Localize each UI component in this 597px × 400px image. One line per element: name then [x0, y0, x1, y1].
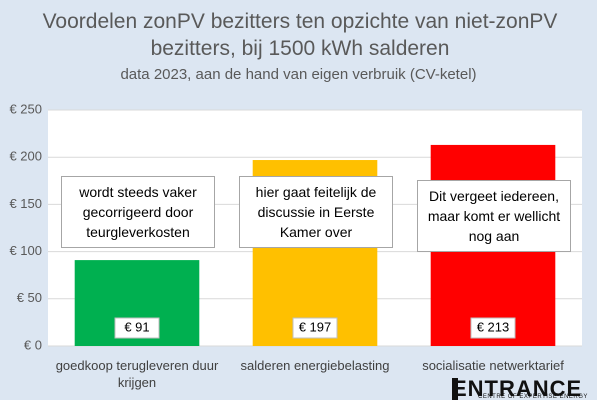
value-label-box: [292, 317, 338, 339]
y-tick-label: € 200: [9, 149, 42, 164]
value-label: € 197: [299, 319, 332, 334]
x-tick-label: goedkoop terugleveren duur krijgen: [55, 358, 219, 390]
value-label-box: [470, 317, 516, 339]
chart-title: Voordelen zonPV bezitters ten opzichte v…: [42, 10, 558, 60]
annotation: hier gaat feitelijk de discussie in Eers…: [239, 176, 393, 248]
value-label: € 91: [124, 319, 149, 334]
y-tick-label: € 150: [9, 196, 42, 211]
annotation: wordt steeds vaker gecorrigeerd door teu…: [61, 176, 215, 248]
value-label-box: [114, 317, 160, 339]
y-tick-label: € 0: [24, 337, 42, 352]
chart-subtitle: data 2023, aan de hand van eigen verbrui…: [120, 66, 477, 83]
logo: ENTRANCE: [452, 376, 583, 400]
y-tick-label: € 50: [17, 290, 42, 305]
x-tick-label: socialisatie netwerktarief: [422, 358, 564, 373]
logo-tagline: CENTRE OF EXPERTISE ENERGY: [478, 394, 588, 400]
y-tick-label: € 100: [9, 243, 42, 258]
x-tick-label: salderen energiebelasting: [240, 358, 390, 373]
annotation: Dit vergeet iedereen, maar komt er welli…: [417, 180, 571, 252]
y-tick-label: € 250: [9, 101, 42, 116]
value-label: € 213: [477, 319, 510, 334]
logo-mark: [452, 378, 458, 400]
